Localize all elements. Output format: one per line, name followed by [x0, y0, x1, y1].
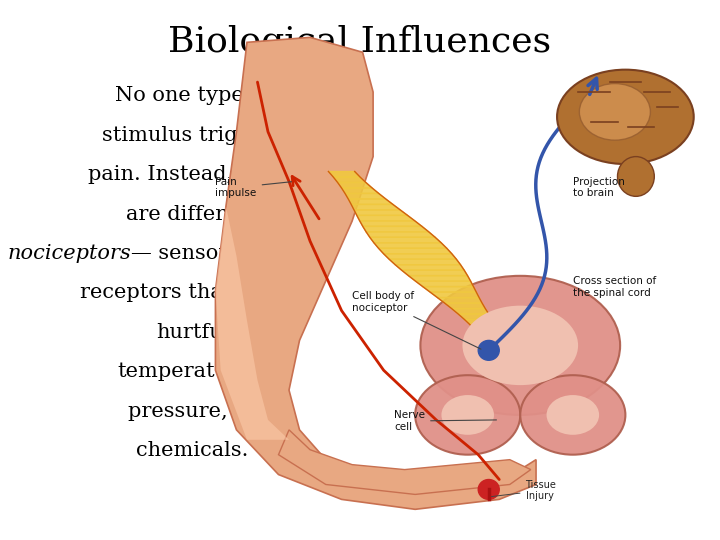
Ellipse shape [580, 84, 650, 140]
Text: Tissue
Injury: Tissue Injury [492, 480, 557, 502]
Polygon shape [458, 314, 492, 320]
Polygon shape [357, 215, 415, 221]
Circle shape [478, 480, 499, 500]
Polygon shape [370, 237, 441, 243]
Ellipse shape [557, 70, 694, 164]
Polygon shape [438, 298, 482, 303]
Text: pressure, or: pressure, or [128, 402, 257, 421]
Text: temperatures,: temperatures, [117, 362, 268, 381]
PathPatch shape [279, 430, 531, 495]
Polygon shape [379, 248, 451, 254]
Polygon shape [430, 292, 479, 298]
Polygon shape [464, 320, 497, 325]
PathPatch shape [215, 37, 536, 509]
Polygon shape [360, 221, 422, 226]
Ellipse shape [618, 157, 654, 197]
Text: Pain
impulse: Pain impulse [215, 177, 292, 198]
Text: chemicals.: chemicals. [136, 441, 249, 460]
Polygon shape [374, 243, 446, 248]
Polygon shape [341, 188, 379, 193]
Ellipse shape [521, 375, 626, 455]
Text: are different: are different [126, 205, 259, 224]
Polygon shape [333, 177, 366, 183]
Text: Nerve
cell: Nerve cell [394, 410, 497, 432]
Polygon shape [402, 270, 467, 275]
Text: No one type of: No one type of [114, 86, 271, 105]
Polygon shape [348, 199, 393, 205]
Polygon shape [470, 325, 502, 330]
Text: receptors that detect: receptors that detect [80, 284, 305, 302]
Polygon shape [345, 193, 386, 199]
Polygon shape [389, 259, 461, 265]
Circle shape [478, 340, 499, 360]
Polygon shape [328, 172, 360, 177]
Ellipse shape [462, 306, 578, 385]
Text: hurtful: hurtful [156, 323, 229, 342]
Ellipse shape [441, 395, 494, 435]
Polygon shape [351, 205, 400, 210]
Polygon shape [423, 287, 477, 292]
PathPatch shape [215, 206, 289, 440]
Ellipse shape [546, 395, 599, 435]
Ellipse shape [415, 375, 521, 455]
Polygon shape [451, 308, 489, 314]
Text: stimulus triggers: stimulus triggers [102, 126, 284, 145]
Polygon shape [363, 226, 428, 232]
Polygon shape [415, 281, 474, 287]
Polygon shape [384, 254, 456, 259]
Text: — sensory: — sensory [131, 244, 240, 263]
Polygon shape [338, 183, 372, 188]
Text: Cross section of
the spinal cord: Cross section of the spinal cord [573, 276, 656, 298]
Polygon shape [354, 210, 408, 215]
Text: nociceptors: nociceptors [7, 244, 131, 263]
Text: Cell body of
nociceptor: Cell body of nociceptor [352, 291, 481, 349]
Polygon shape [366, 232, 435, 237]
Polygon shape [445, 303, 485, 308]
Ellipse shape [420, 276, 620, 415]
Text: Biological Influences: Biological Influences [168, 24, 552, 59]
Polygon shape [395, 265, 464, 270]
Text: pain. Instead, there: pain. Instead, there [89, 165, 297, 184]
Polygon shape [408, 275, 471, 281]
Text: Projection
to brain: Projection to brain [573, 177, 625, 198]
